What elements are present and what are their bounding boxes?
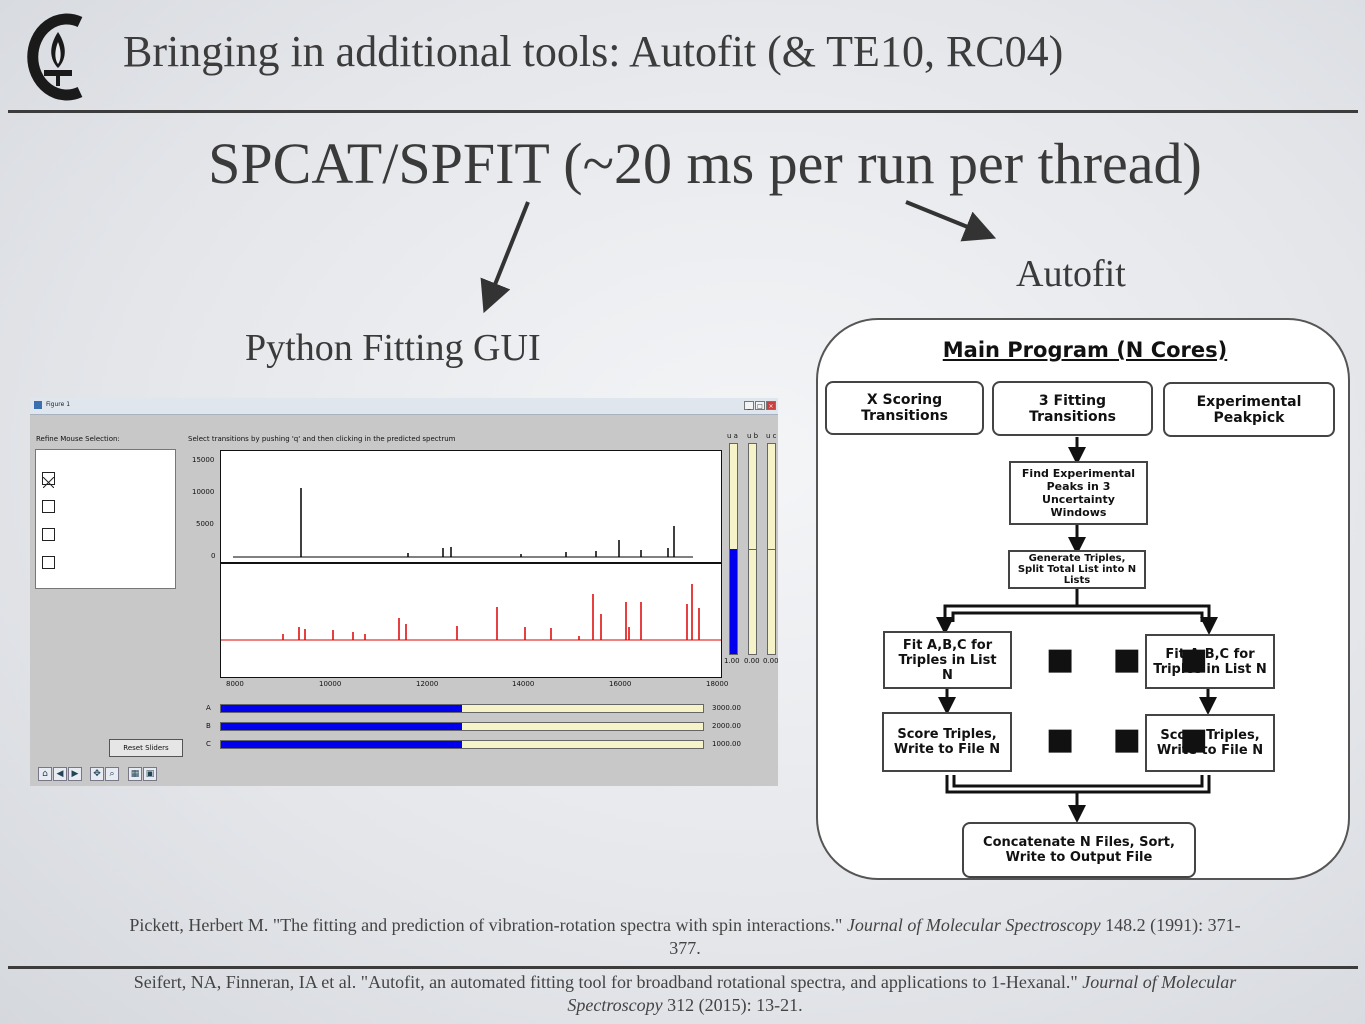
ytick-label: 0 — [211, 552, 216, 560]
ellipsis-score: ■ ■ ■ — [1046, 722, 1222, 757]
pan-icon[interactable]: ✥ — [90, 767, 104, 781]
ytick-label: 5000 — [196, 520, 214, 528]
arrow-to-autofit — [905, 200, 997, 242]
slider-ub-label: u b — [747, 432, 759, 440]
slider-c-fill — [221, 741, 462, 748]
checkbox-3[interactable] — [42, 528, 55, 541]
forward-icon[interactable]: ▶ — [68, 767, 82, 781]
reference-seifert: Seifert, NA, Finneran, IA et al. "Autofi… — [120, 971, 1250, 1017]
slider-c-label: C — [206, 740, 211, 748]
refine-label: Refine Mouse Selection: — [36, 435, 120, 443]
box-concatenate: Concatenate N Files, Sort, Write to Outp… — [962, 822, 1196, 878]
bottom-divider — [8, 966, 1358, 969]
experimental-peaks — [300, 488, 675, 557]
reference-seifert-tail: 312 (2015): 13-21. — [667, 995, 803, 1015]
university-logo — [27, 13, 83, 101]
maximize-button[interactable]: □ — [755, 401, 765, 410]
xtick-label: 10000 — [319, 680, 342, 688]
main-heading: SPCAT/SPFIT (~20 ms per run per thread) — [208, 131, 1202, 196]
slider-ua-value: 1.00 — [724, 657, 740, 665]
slider-ua[interactable] — [729, 443, 738, 655]
slider-ua-label: u a — [727, 432, 738, 440]
xtick-label: 16000 — [609, 680, 632, 688]
save-icon[interactable]: ▣ — [143, 767, 157, 781]
zoom-icon[interactable]: ⌕ — [105, 767, 119, 781]
slider-a-label: A — [206, 704, 211, 712]
slider-uc-label: u c — [766, 432, 777, 440]
minimize-button[interactable]: _ — [744, 401, 754, 410]
home-icon[interactable]: ⌂ — [38, 767, 52, 781]
autofit-label: Autofit — [1016, 253, 1126, 295]
box-generate-triples: Generate Triples, Split Total List into … — [1008, 550, 1146, 589]
predicted-peaks — [282, 584, 700, 640]
reset-sliders-button[interactable]: Reset Sliders — [109, 739, 183, 757]
box-scoring-transitions: X Scoring Transitions — [825, 381, 984, 435]
slider-c-value: 1000.00 — [712, 740, 741, 748]
reference-pickett-journal: Journal of Molecular Spectroscopy — [846, 915, 1101, 935]
slider-ua-fill — [730, 549, 737, 654]
back-icon[interactable]: ◀ — [53, 767, 67, 781]
reference-pickett-tail: 148.2 (1991): 371-377. — [669, 915, 1241, 958]
slider-a-fill — [221, 705, 462, 712]
reference-seifert-text: Seifert, NA, Finneran, IA et al. "Autofi… — [133, 972, 1078, 992]
instruction-text: Select transitions by pushing 'q' and th… — [188, 435, 456, 443]
slider-b[interactable] — [220, 722, 704, 731]
ellipsis-fit: ■ ■ ■ — [1046, 642, 1222, 677]
xtick-label: 18000 — [706, 680, 729, 688]
box-score-left: Score Triples, Write to File N — [882, 712, 1012, 772]
slider-b-fill — [221, 723, 462, 730]
predicted-spectrum-plot[interactable] — [220, 563, 722, 678]
gui-titlebar — [30, 398, 778, 415]
slider-ub[interactable] — [748, 443, 757, 655]
autofit-flowchart: Main Program (N Cores) X Scoring Transit… — [816, 318, 1350, 880]
slider-ub-value: 0.00 — [744, 657, 760, 665]
checkbox-1[interactable] — [42, 472, 55, 489]
box-fit-right: Fit A,B,C for Triples in List N — [1145, 634, 1275, 689]
close-button[interactable]: × — [766, 401, 776, 410]
gui-window-title: Figure 1 — [46, 401, 71, 408]
experimental-spectrum-plot[interactable] — [220, 450, 722, 563]
flowchart-title: Main Program (N Cores) — [942, 338, 1228, 362]
python-fitting-gui-window: Figure 1 _ □ × Refine Mouse Selection: S… — [30, 398, 778, 786]
ytick-label: 10000 — [192, 488, 215, 496]
refine-checkbox-panel — [35, 449, 176, 589]
window-icon — [34, 401, 42, 409]
slide-title: Bringing in additional tools: Autofit (&… — [123, 27, 1064, 76]
box-score-right: Score Triples, Write to File N — [1145, 714, 1275, 772]
slider-uc[interactable] — [767, 443, 776, 655]
reference-seifert-journal: Journal of Molecular Spectroscopy — [567, 972, 1237, 1015]
checkbox-4[interactable] — [42, 556, 55, 569]
gui-label: Python Fitting GUI — [245, 327, 541, 369]
box-fitting-transitions: 3 Fitting Transitions — [992, 381, 1153, 436]
xtick-label: 14000 — [512, 680, 535, 688]
box-experimental-peakpick: Experimental Peakpick — [1163, 382, 1335, 437]
slider-a-value: 3000.00 — [712, 704, 741, 712]
slider-b-value: 2000.00 — [712, 722, 741, 730]
arrow-to-gui — [480, 201, 530, 314]
flowchart-connectors — [936, 437, 1218, 823]
slider-c[interactable] — [220, 740, 704, 749]
top-divider — [8, 110, 1358, 113]
box-find-peaks: Find Experimental Peaks in 3 Uncertainty… — [1009, 461, 1148, 525]
slider-uc-value: 0.00 — [763, 657, 778, 665]
checkbox-2[interactable] — [42, 500, 55, 513]
ytick-label: 15000 — [192, 456, 215, 464]
slider-a[interactable] — [220, 704, 704, 713]
xtick-label: 12000 — [416, 680, 439, 688]
slider-b-label: B — [206, 722, 211, 730]
xtick-label: 8000 — [226, 680, 244, 688]
reference-pickett: Pickett, Herbert M. "The fitting and pre… — [120, 914, 1250, 960]
box-fit-left: Fit A,B,C for Triples in List N — [883, 631, 1012, 689]
configure-icon[interactable]: ▦ — [128, 767, 142, 781]
reference-pickett-text: Pickett, Herbert M. "The fitting and pre… — [129, 915, 843, 935]
